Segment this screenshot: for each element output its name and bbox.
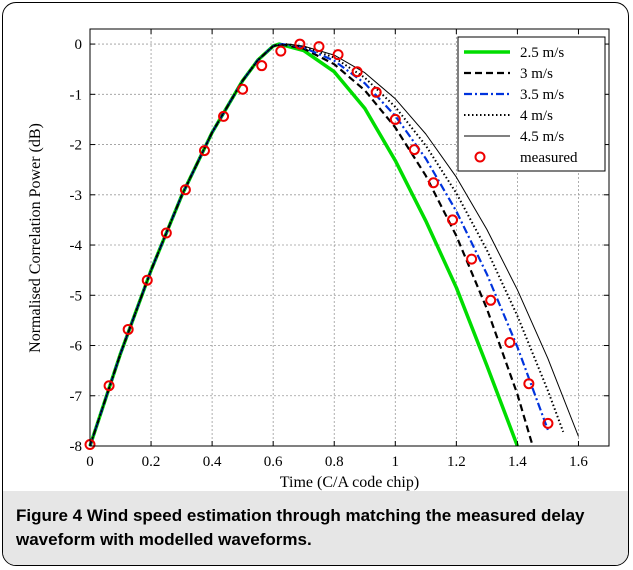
y-tick-label: -8 xyxy=(70,439,83,455)
y-tick-label: -3 xyxy=(70,188,83,204)
plot-border xyxy=(89,28,610,447)
measured-point xyxy=(447,214,459,226)
y-axis-title: Normalised Correlation Power (dB) xyxy=(27,123,44,353)
x-tick-label: 0 xyxy=(86,454,94,470)
x-tick-label: 0.4 xyxy=(203,454,222,470)
measured-point xyxy=(313,41,325,53)
x-tick-label: 0.6 xyxy=(264,454,283,470)
y-tick-label: -7 xyxy=(70,389,83,405)
measured-point xyxy=(275,45,287,57)
y-tick-label: -4 xyxy=(70,238,83,254)
axis-ticks: 0 0.2 0.4 0.6 0.8 1 1.2 1.4 1.6 0 -1 -2 -3 -4 -5 -6 -7 -8 xyxy=(70,29,609,470)
measured-point xyxy=(103,380,115,392)
y-tick-label: 0 xyxy=(75,37,83,53)
measured-point xyxy=(141,274,153,286)
measured-point xyxy=(466,253,478,265)
measured-point xyxy=(179,184,191,196)
measured-point xyxy=(294,38,306,50)
measured-point xyxy=(504,337,516,349)
legend-label: 3 m/s xyxy=(520,66,553,82)
caption-body: Wind speed estimation through matching t… xyxy=(16,506,585,549)
measured-point xyxy=(427,177,439,189)
legend-label: 4 m/s xyxy=(520,108,553,124)
x-tick-label: 0.2 xyxy=(142,454,161,470)
figure-caption: Figure 4 Wind speed estimation through m… xyxy=(16,504,616,552)
caption-label: Figure 4 xyxy=(16,506,83,525)
series-layer xyxy=(84,38,579,450)
series-line-3-5-m-s xyxy=(88,42,549,447)
y-tick-label: -2 xyxy=(70,138,83,154)
caption-band xyxy=(3,491,628,565)
legend-label: measured xyxy=(520,150,578,166)
x-tick-label: 0.8 xyxy=(325,454,344,470)
measured-point xyxy=(160,227,172,239)
measured-point xyxy=(389,113,401,125)
measured-point xyxy=(408,144,420,156)
legend-box xyxy=(457,36,606,172)
measured-point xyxy=(523,378,535,390)
measured-point xyxy=(122,323,134,335)
measured-point xyxy=(370,86,382,98)
legend-swatch-measured xyxy=(474,151,486,163)
measured-point xyxy=(198,145,210,157)
legend-label: 3.5 m/s xyxy=(520,87,564,103)
x-tick-label: 1.6 xyxy=(569,454,588,470)
measured-point xyxy=(351,66,363,78)
x-tick-label: 1.2 xyxy=(447,454,466,470)
measured-point xyxy=(237,83,249,95)
legend-label: 4.5 m/s xyxy=(520,129,564,145)
measured-point xyxy=(256,60,268,72)
y-tick-label: -5 xyxy=(70,288,83,304)
legend-label: 2.5 m/s xyxy=(520,45,564,61)
x-axis-title: Time (C/A code chip) xyxy=(280,474,419,491)
measured-point xyxy=(332,49,344,61)
measured-point xyxy=(218,110,230,122)
x-tick-label: 1.4 xyxy=(508,454,527,470)
measured-point xyxy=(485,294,497,306)
measured-point xyxy=(542,417,554,429)
legend: 2.5 m/s 3 m/s 3.5 m/s 4 m/s 4.5 m/s measured xyxy=(457,36,606,172)
x-tick-label: 1 xyxy=(392,454,400,470)
y-tick-label: -6 xyxy=(70,339,83,355)
y-tick-label: -1 xyxy=(70,87,83,103)
